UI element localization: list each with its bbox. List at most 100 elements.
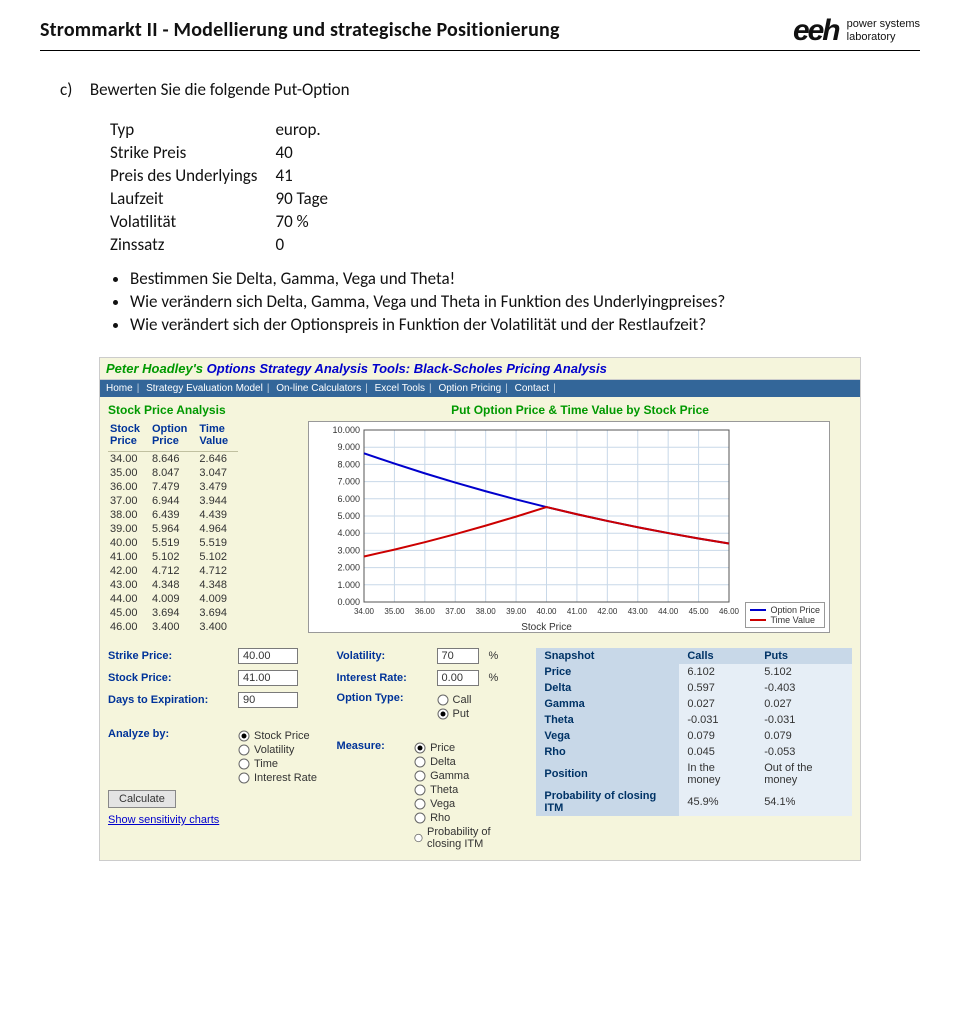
table-row: 44.004.0094.009	[108, 592, 238, 606]
svg-text:1.000: 1.000	[337, 580, 360, 590]
input-volatility[interactable]: 70	[437, 648, 479, 664]
nav-item[interactable]: Home	[106, 383, 133, 394]
snap-call: 6.102	[679, 664, 756, 680]
tool-title-author: Peter Hoadley's	[106, 361, 203, 376]
radio-call[interactable]: Call	[437, 694, 472, 706]
snap-call: 0.045	[679, 744, 756, 760]
snap-put: 54.1%	[756, 788, 852, 816]
question-bullets: Bestimmen Sie Delta, Gamma, Vega und The…	[130, 268, 920, 335]
input-days[interactable]: 90	[238, 692, 298, 708]
cell: 4.009	[197, 592, 238, 606]
cell: 3.694	[197, 606, 238, 620]
snap-put: Out of the money	[756, 760, 852, 788]
label-rate: Interest Rate:	[337, 672, 427, 684]
cell: 5.519	[150, 536, 197, 550]
svg-text:36.00: 36.00	[415, 607, 436, 616]
param-value: 40	[275, 141, 346, 164]
radio-time[interactable]: Time	[238, 758, 317, 770]
radio-m-vega[interactable]: Vega	[414, 798, 518, 810]
question-label: c)	[60, 79, 86, 100]
snap-put: 0.079	[756, 728, 852, 744]
svg-text:5.000: 5.000	[337, 511, 360, 521]
cell: 35.00	[108, 466, 150, 480]
cell: 5.964	[150, 522, 197, 536]
measure-group: Price Delta Gamma Theta Vega Rho Probabi…	[414, 742, 518, 850]
logo-subtitle: power systems laboratory	[847, 18, 920, 43]
svg-text:39.00: 39.00	[506, 607, 527, 616]
table-row: Delta0.597-0.403	[536, 680, 852, 696]
tool-titlebar: Peter Hoadley's Options Strategy Analysi…	[100, 358, 860, 380]
svg-text:40.00: 40.00	[536, 607, 557, 616]
question-block: c) Bewerten Sie die folgende Put-Option …	[60, 79, 920, 335]
cell: 46.00	[108, 620, 150, 634]
radio-put[interactable]: Put	[437, 708, 472, 720]
radio-m-price[interactable]: Price	[414, 742, 518, 754]
option-price-chart: 0.0001.0002.0003.0004.0005.0006.0007.000…	[308, 421, 830, 633]
snap-h3: Puts	[756, 648, 852, 664]
cell: 6.944	[150, 494, 197, 508]
cell: 43.00	[108, 578, 150, 592]
snap-key: Delta	[536, 680, 679, 696]
radio-m-delta[interactable]: Delta	[414, 756, 518, 768]
cell: 6.439	[150, 508, 197, 522]
table-row: 35.008.0473.047	[108, 466, 238, 480]
table-row: Price6.1025.102	[536, 664, 852, 680]
svg-text:9.000: 9.000	[337, 442, 360, 452]
input-rate[interactable]: 0.00	[437, 670, 479, 686]
param-value: 41	[275, 164, 346, 187]
param-label: Laufzeit	[110, 187, 275, 210]
cell: 3.400	[197, 620, 238, 634]
radio-m-prob[interactable]: Probability of closing ITM	[414, 826, 518, 850]
cell: 4.712	[197, 564, 238, 578]
param-label: Typ	[110, 118, 275, 141]
parameters-table: Typeurop. Strike Preis40 Preis des Under…	[110, 118, 346, 256]
svg-text:3.000: 3.000	[337, 545, 360, 555]
radio-interest-rate[interactable]: Interest Rate	[238, 772, 317, 784]
cell: 39.00	[108, 522, 150, 536]
table-row: 43.004.3484.348	[108, 578, 238, 592]
logo-brand: eeh	[793, 14, 839, 48]
table-row: Vega0.0790.079	[536, 728, 852, 744]
nav-item[interactable]: Contact	[515, 383, 549, 394]
snap-call: In the money	[679, 760, 756, 788]
label-measure: Measure:	[337, 740, 405, 752]
svg-text:44.00: 44.00	[658, 607, 679, 616]
calculate-button[interactable]: Calculate	[108, 790, 176, 808]
radio-m-rho[interactable]: Rho	[414, 812, 518, 824]
cell: 8.646	[150, 452, 197, 467]
radio-stock-price[interactable]: Stock Price	[238, 730, 317, 742]
snap-put: -0.031	[756, 712, 852, 728]
snap-call: 45.9%	[679, 788, 756, 816]
label-days: Days to Expiration:	[108, 694, 228, 706]
param-value: 90 Tage	[275, 187, 346, 210]
svg-text:41.00: 41.00	[567, 607, 588, 616]
radio-volatility[interactable]: Volatility	[238, 744, 317, 756]
svg-text:35.00: 35.00	[384, 607, 405, 616]
label-volatility: Volatility:	[337, 650, 427, 662]
nav-item[interactable]: Strategy Evaluation Model	[146, 383, 263, 394]
snap-h1: Snapshot	[536, 648, 679, 664]
radio-m-theta[interactable]: Theta	[414, 784, 518, 796]
table-row: 38.006.4394.439	[108, 508, 238, 522]
sensitivity-link[interactable]: Show sensitivity charts	[108, 814, 319, 826]
pct-sign: %	[489, 672, 499, 684]
tool-screenshot: Peter Hoadley's Options Strategy Analysi…	[99, 357, 861, 861]
chart-legend: Option Price Time Value	[745, 602, 825, 628]
nav-item[interactable]: Option Pricing	[438, 383, 501, 394]
svg-text:4.000: 4.000	[337, 528, 360, 538]
svg-text:37.00: 37.00	[445, 607, 466, 616]
snap-key: Theta	[536, 712, 679, 728]
th-time: TimeValue	[197, 421, 238, 452]
radio-m-gamma[interactable]: Gamma	[414, 770, 518, 782]
nav-item[interactable]: Excel Tools	[375, 383, 425, 394]
cell: 2.646	[197, 452, 238, 467]
cell: 41.00	[108, 550, 150, 564]
th-option: OptionPrice	[150, 421, 197, 452]
svg-text:45.00: 45.00	[689, 607, 710, 616]
param-label: Volatilität	[110, 210, 275, 233]
input-stock[interactable]: 41.00	[238, 670, 298, 686]
pct-sign: %	[489, 650, 499, 662]
nav-item[interactable]: On-line Calculators	[276, 383, 361, 394]
input-strike[interactable]: 40.00	[238, 648, 298, 664]
table-row: 40.005.5195.519	[108, 536, 238, 550]
